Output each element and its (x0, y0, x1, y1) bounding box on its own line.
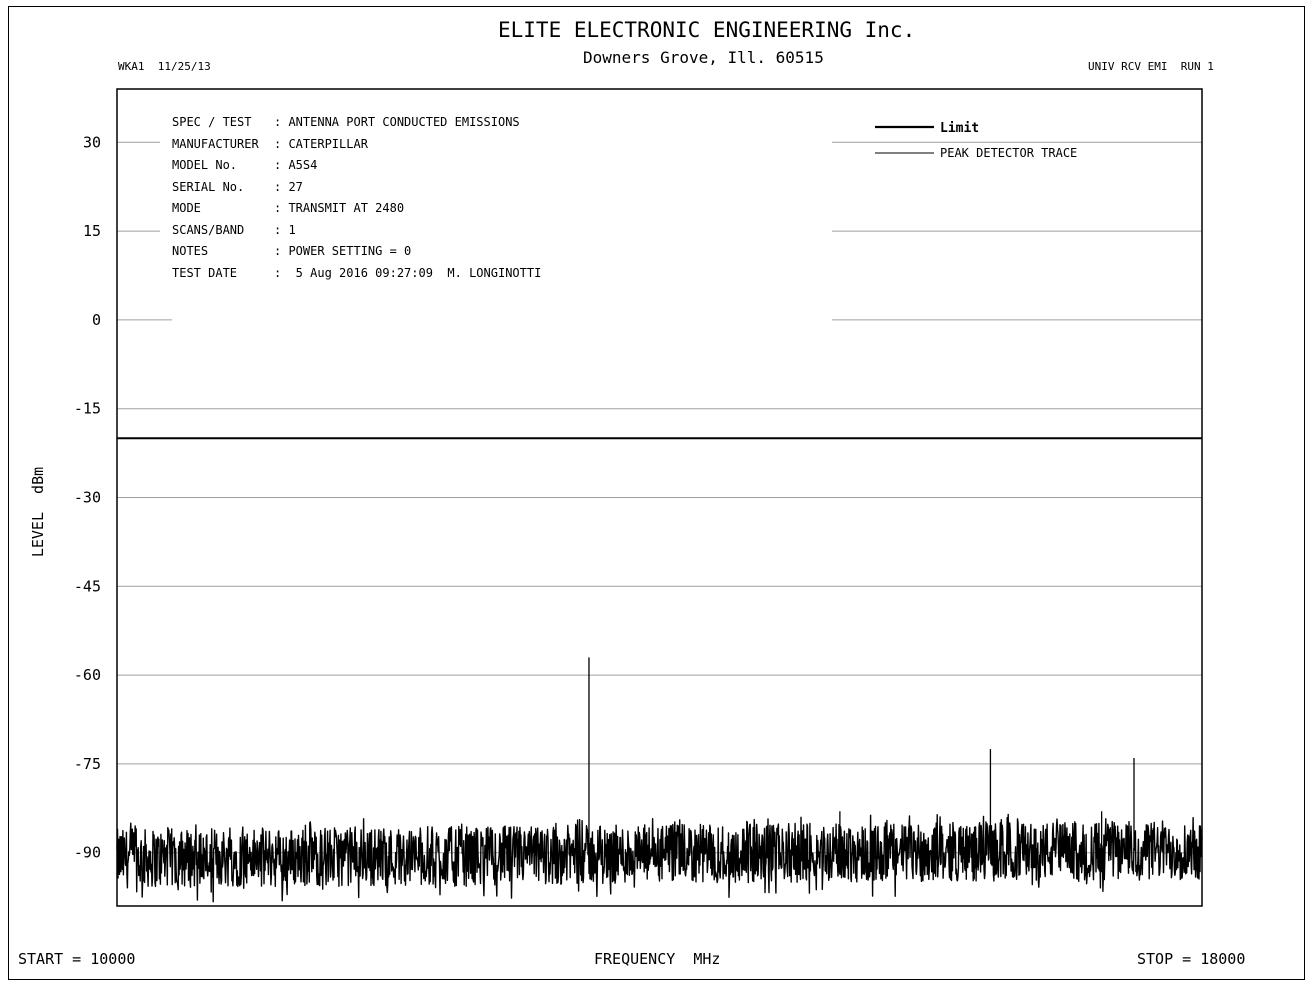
info-label: MANUFACTURER (172, 136, 259, 151)
y-tick-label: 30 (83, 133, 101, 151)
page-frame (8, 6, 1305, 980)
y-tick-label: -90 (74, 844, 101, 862)
info-value: : ANTENNA PORT CONDUCTED EMISSIONS (274, 115, 520, 129)
info-value: : POWER SETTING = 0 (274, 244, 412, 258)
plot-area-border (116, 88, 1203, 907)
info-value: : 1 (274, 222, 296, 237)
y-axis-ticks: 30 15 0 -15 -30 -45 -60 -75 -90 (74, 133, 101, 861)
info-value: : TRANSMIT AT 2480 (274, 201, 405, 215)
company-address: Downers Grove, Ill. 60515 (583, 48, 824, 67)
x-axis-label: FREQUENCY MHz (594, 950, 721, 968)
y-tick-label: -75 (74, 755, 101, 773)
stop-frequency: STOP = 18000 (1137, 950, 1246, 968)
info-label: MODEL No. (172, 158, 238, 172)
y-tick-label: 0 (92, 311, 101, 329)
legend: Limit PEAK DETECTOR TRACE (875, 121, 1077, 160)
y-tick-label: -60 (74, 666, 101, 684)
info-value: : A5S4 (274, 158, 318, 172)
company-title: ELITE ELECTRONIC ENGINEERING Inc. (498, 18, 916, 42)
legend-label-limit: Limit (940, 121, 979, 136)
legend-label-peak: PEAK DETECTOR TRACE (940, 146, 1077, 160)
info-value: : 5 Aug 2016 09:27:09 M. LONGINOTTI (274, 265, 542, 280)
y-tick-label: 15 (83, 222, 101, 240)
noise-floor-trace (116, 813, 1203, 903)
peak-detector-trace (116, 657, 1203, 903)
info-value: : 27 (274, 179, 303, 194)
info-label: NOTES (172, 244, 209, 258)
y-tick-label: -45 (74, 577, 101, 595)
info-value: : CATERPILLAR (274, 136, 368, 151)
grid-lines (117, 141, 1202, 854)
info-label: SERIAL No. (172, 179, 245, 194)
info-label: SPEC / TEST (172, 115, 252, 129)
info-label: SCANS/BAND (172, 222, 245, 237)
info-label: MODE (172, 201, 201, 215)
y-tick-label: -15 (74, 400, 101, 418)
left-code: WKA1 11/25/13 (118, 60, 211, 73)
right-code: UNIV RCV EMI RUN 1 (1088, 60, 1214, 73)
y-axis-label: LEVEL dBm (29, 466, 47, 558)
info-label: TEST DATE (172, 265, 238, 280)
y-tick-label: -30 (74, 489, 101, 507)
start-frequency: START = 10000 (18, 950, 136, 968)
